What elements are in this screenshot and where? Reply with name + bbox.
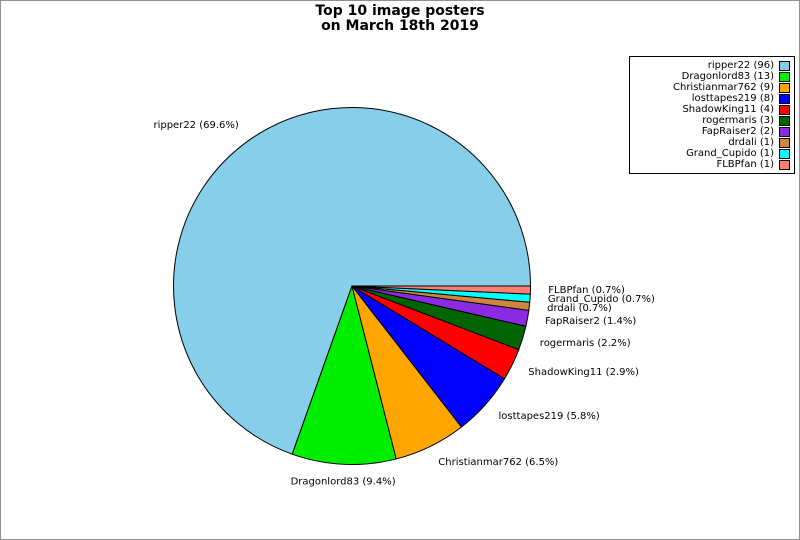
- legend-row-Christianmar762: Christianmar762 (9): [634, 82, 790, 93]
- legend-swatch: [779, 137, 790, 148]
- slice-label-rogermaris: rogermaris (2.2%): [540, 338, 631, 349]
- pie-slice-Dragonlord83: [291, 285, 397, 465]
- legend-label: drdali (1): [728, 137, 774, 148]
- legend-row-ShadowKing11: ShadowKing11 (4): [634, 104, 790, 115]
- legend-swatch: [779, 148, 790, 159]
- chart-title: Top 10 image posters on March 18th 2019: [1, 4, 799, 34]
- pie-slice-ripper22: [173, 107, 531, 455]
- pie-slice-FLBPfan: [351, 285, 532, 295]
- slice-label-Grand_Cupido: Grand_Cupido (0.7%): [548, 294, 655, 305]
- legend-label: Grand_Cupido (1): [686, 148, 774, 159]
- slice-label-losttapes219: losttapes219 (5.8%): [499, 411, 600, 422]
- legend-row-FLBPfan: FLBPfan (1): [634, 159, 790, 170]
- legend-row-Grand_Cupido: Grand_Cupido (1): [634, 148, 790, 159]
- legend-swatch: [779, 126, 790, 137]
- legend-swatch: [779, 60, 790, 71]
- legend-swatch: [779, 71, 790, 82]
- chart-title-line2: on March 18th 2019: [321, 18, 479, 34]
- legend-label: Dragonlord83 (13): [681, 71, 774, 82]
- legend-row-ripper22: ripper22 (96): [634, 60, 790, 71]
- legend-row-drdali: drdali (1): [634, 137, 790, 148]
- slice-label-ShadowKing11: ShadowKing11 (2.9%): [528, 367, 639, 378]
- legend-label: ShadowKing11 (4): [682, 104, 774, 115]
- legend-row-FapRaiser2: FapRaiser2 (2): [634, 126, 790, 137]
- slice-label-drdali: drdali (0.7%): [547, 303, 612, 314]
- slice-label-FLBPfan: FLBPfan (0.7%): [548, 285, 625, 296]
- legend-swatch: [779, 159, 790, 170]
- legend-swatch: [779, 82, 790, 93]
- legend-swatch: [779, 115, 790, 126]
- legend: ripper22 (96) Dragonlord83 (13) Christianm…: [629, 56, 795, 174]
- legend-row-losttapes219: losttapes219 (8): [634, 93, 790, 104]
- legend-row-rogermaris: rogermaris (3): [634, 115, 790, 126]
- chart-title-line1: Top 10 image posters: [315, 3, 485, 19]
- legend-label: rogermaris (3): [702, 115, 774, 126]
- slice-label-Christianmar762: Christianmar762 (6.5%): [438, 457, 558, 468]
- legend-swatch: [779, 93, 790, 104]
- legend-label: ripper22 (96): [707, 60, 774, 71]
- legend-row-Dragonlord83: Dragonlord83 (13): [634, 71, 790, 82]
- legend-swatch: [779, 104, 790, 115]
- slice-label-FapRaiser2: FapRaiser2 (1.4%): [545, 316, 636, 327]
- slice-label-Dragonlord83: Dragonlord83 (9.4%): [291, 477, 396, 488]
- slice-label-ripper22: ripper22 (69.6%): [153, 120, 238, 131]
- legend-label: losttapes219 (8): [691, 93, 774, 104]
- legend-label: FLBPfan (1): [716, 159, 774, 170]
- legend-label: Christianmar762 (9): [673, 82, 774, 93]
- legend-label: FapRaiser2 (2): [701, 126, 774, 137]
